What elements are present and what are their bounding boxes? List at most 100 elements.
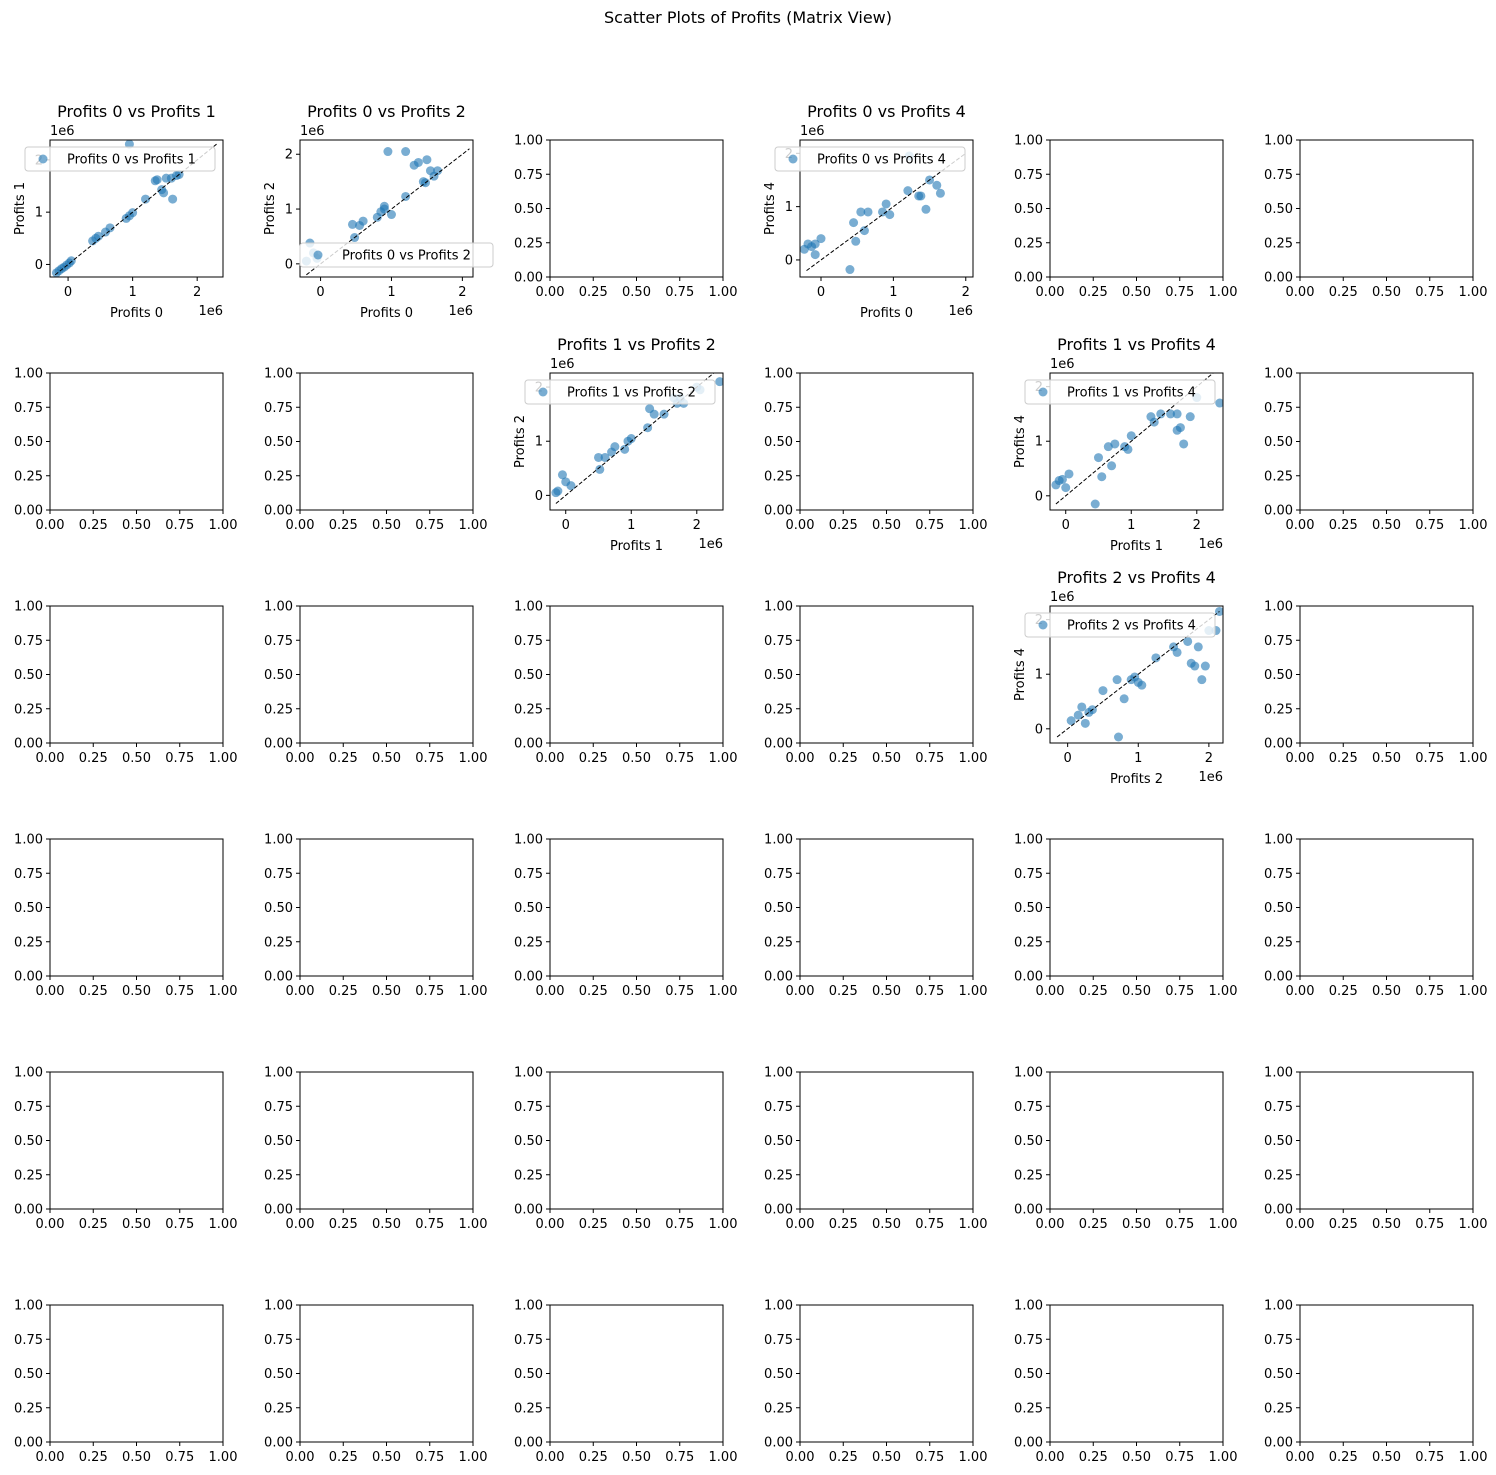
- x-tick-label: 0.00: [286, 1450, 315, 1465]
- scatter-point: [1193, 642, 1203, 652]
- legend-box: [524, 379, 716, 405]
- scatter-point: [1126, 431, 1136, 441]
- x-tick-label: 1.00: [709, 285, 738, 300]
- x-tick-label: 1.00: [459, 518, 488, 533]
- x-tick-label: 0.50: [1122, 1217, 1151, 1232]
- y-tick-label: 1.00: [14, 367, 43, 382]
- x-tick-label: 0.00: [286, 1217, 315, 1232]
- y-offset-text: 1e6: [800, 124, 825, 139]
- y-tick-label: 0.25: [514, 702, 543, 717]
- scatter-point: [863, 207, 873, 217]
- y-tick-label: 1.00: [514, 134, 543, 149]
- axes-frame: [1299, 139, 1474, 278]
- y-tick-label: 0.25: [764, 469, 793, 484]
- y-tick-label: 0: [35, 258, 43, 273]
- x-tick-label: 0: [1062, 518, 1070, 533]
- y-tick-label: 1: [1035, 668, 1043, 683]
- y-tick-label: 0.50: [264, 901, 293, 916]
- y-tick-label: 0.25: [14, 1401, 43, 1416]
- x-tick-label: 0.75: [1165, 1450, 1194, 1465]
- x-tick-label: 1.00: [1459, 1450, 1488, 1465]
- y-tick-label: 0.50: [1014, 1134, 1043, 1149]
- y-tick-label: 1.00: [764, 833, 793, 848]
- x-tick-label: 0.25: [579, 1450, 608, 1465]
- y-tick-label: 0.25: [1014, 935, 1043, 950]
- y-tick-label: 0.00: [264, 504, 293, 519]
- x-tick-label: 1: [1127, 518, 1135, 533]
- y-axis-label: Profits 4: [1013, 648, 1028, 701]
- y-axis-label: Profits 1: [13, 182, 28, 235]
- y-tick-label: 0.00: [14, 970, 43, 985]
- subplot-r2-c3: 0.000.00 0.25 0.25 0.50 0.50 0.75 0.75 1.00 1.00: [764, 600, 987, 767]
- y-tick-label: 0.75: [14, 1333, 43, 1348]
- legend-label: Profits 1 vs Profits 4: [1067, 386, 1196, 401]
- y-axis-label: Profits 4: [1013, 415, 1028, 468]
- y-tick-label: 0.00: [1014, 1436, 1043, 1451]
- y-tick-label: 0.75: [14, 1100, 43, 1115]
- x-tick-label: 0.75: [1415, 751, 1444, 766]
- x-tick-label: 1: [889, 285, 897, 300]
- subplot-r5-c1: 0.000.00 0.25 0.25 0.50 0.50 0.75 0.75 1.00 1.00: [264, 1299, 487, 1466]
- subplot-r3-c3: 0.000.00 0.25 0.25 0.50 0.50 0.75 0.75 1.00 1.00: [764, 833, 987, 1000]
- x-tick-label: 0.50: [1372, 285, 1401, 300]
- scatter-point: [1093, 453, 1103, 463]
- subplot-r4-c1: 0.000.00 0.25 0.25 0.50 0.50 0.75 0.75 1.00 1.00: [264, 1066, 487, 1233]
- y-tick-label: 0.50: [14, 901, 43, 916]
- subplot-r3-c5: 0.000.00 0.25 0.25 0.50 0.50 0.75 0.75 1.00 1.00: [1264, 833, 1487, 1000]
- y-tick-label: 0.25: [1264, 1168, 1293, 1183]
- axes-frame: [299, 838, 474, 977]
- legend-label: Profits 0 vs Profits 2: [342, 249, 471, 264]
- x-tick-label: 0.75: [415, 751, 444, 766]
- x-tick-label: 0.75: [665, 751, 694, 766]
- x-tick-label: 1.00: [959, 1217, 988, 1232]
- scatter-point: [849, 218, 859, 228]
- subplot-r0-c2: 0.000.00 0.25 0.25 0.50 0.50 0.75 0.75 1.00 1.00: [514, 134, 737, 301]
- y-tick-label: 0.25: [14, 935, 43, 950]
- y-tick-label: 1.00: [1014, 833, 1043, 848]
- x-axis-label: Profits 1: [610, 539, 663, 554]
- scatter-point: [347, 219, 357, 229]
- x-tick-label: 2: [1205, 751, 1213, 766]
- y-tick-label: 0: [1035, 722, 1043, 737]
- x-tick-label: 0.75: [1415, 1217, 1444, 1232]
- scatter-point: [885, 210, 895, 220]
- scatter-point: [159, 188, 169, 198]
- diagonal-reference-line: [806, 152, 967, 272]
- x-tick-label: 0.50: [622, 984, 651, 999]
- x-tick-label: 0.25: [1329, 285, 1358, 300]
- y-tick-label: 0.75: [1014, 1100, 1043, 1115]
- y-tick-label: 0.50: [1264, 668, 1293, 683]
- y-tick-label: 0.50: [514, 1367, 543, 1382]
- subplot-r1-c1: 0.000.00 0.25 0.25 0.50 0.50 0.75 0.75 1.00 1.00: [264, 367, 487, 534]
- legend-marker: [788, 154, 798, 164]
- x-tick-label: 0.75: [415, 1450, 444, 1465]
- y-tick-label: 2: [285, 148, 293, 163]
- scatter-point: [1172, 647, 1182, 657]
- legend: Profits 0 vs Profits 2: [299, 242, 494, 268]
- x-tick-label: 0.25: [1079, 285, 1108, 300]
- axes-frame: [1049, 1071, 1224, 1210]
- x-tick-label: 0.25: [829, 984, 858, 999]
- legend-label: Profits 2 vs Profits 4: [1067, 619, 1196, 634]
- y-tick-label: 0.00: [1264, 1436, 1293, 1451]
- x-tick-label: 0.50: [1122, 285, 1151, 300]
- y-tick-label: 0.50: [1264, 901, 1293, 916]
- axes-frame: [1049, 1304, 1224, 1443]
- axes-frame: [549, 838, 724, 977]
- y-tick-label: 0.25: [1264, 236, 1293, 251]
- legend-marker: [1038, 620, 1048, 630]
- axes-frame: [1299, 1071, 1474, 1210]
- x-tick-label: 0.00: [1036, 1217, 1065, 1232]
- scatter-point: [816, 234, 826, 244]
- y-tick-label: 0.00: [764, 737, 793, 752]
- x-tick-label: 1.00: [959, 751, 988, 766]
- x-tick-label: 0.75: [1415, 1450, 1444, 1465]
- y-tick-label: 0.50: [14, 1134, 43, 1149]
- x-tick-label: 1.00: [959, 984, 988, 999]
- subplot-r3-c0: 0.000.00 0.25 0.25 0.50 0.50 0.75 0.75 1.00 1.00: [14, 833, 237, 1000]
- axes-frame: [49, 605, 224, 744]
- x-tick-label: 0.00: [536, 751, 565, 766]
- y-tick-label: 0.75: [514, 867, 543, 882]
